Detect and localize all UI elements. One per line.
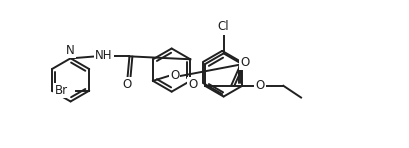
Text: O: O (123, 78, 132, 91)
Text: Br: Br (54, 84, 67, 97)
Text: O: O (254, 79, 264, 92)
Text: O: O (169, 69, 179, 82)
Text: N: N (66, 44, 75, 57)
Text: NH: NH (95, 49, 112, 62)
Text: O: O (188, 78, 197, 91)
Text: O: O (240, 56, 249, 69)
Text: Cl: Cl (217, 20, 229, 33)
